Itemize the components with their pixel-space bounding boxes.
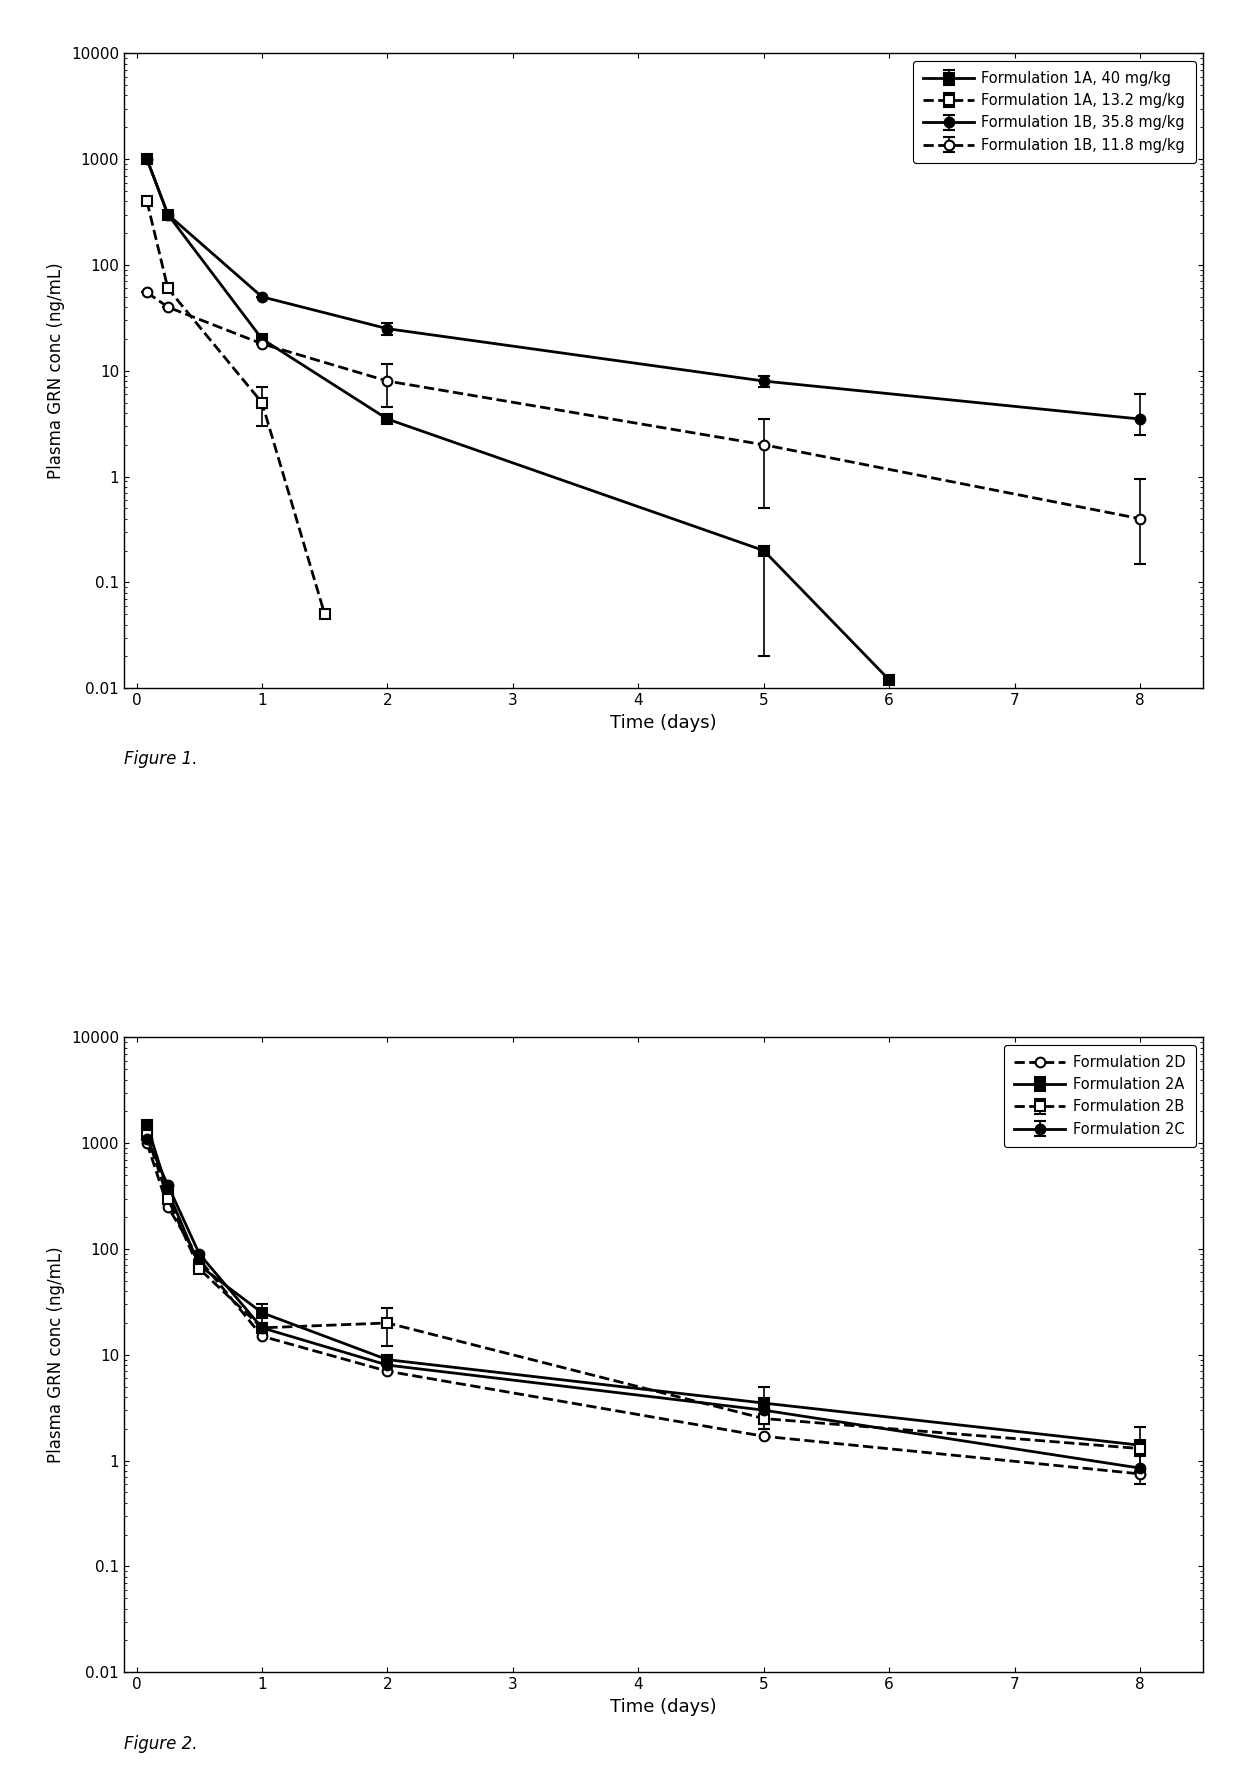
Formulation 2D [160, 1195, 175, 1217]
Formulation 2D [1132, 1462, 1147, 1484]
Formulation 2D [756, 1425, 771, 1446]
Text: Figure 1.: Figure 1. [124, 751, 197, 769]
Formulation 2D [379, 1361, 394, 1382]
Y-axis label: Plasma GRN conc (ng/mL): Plasma GRN conc (ng/mL) [47, 1247, 66, 1462]
Line: Formulation 2D: Formulation 2D [143, 1139, 1145, 1478]
Legend: Formulation 2D, Formulation 2A, Formulation 2B, Formulation 2C: Formulation 2D, Formulation 2A, Formulat… [1004, 1044, 1195, 1147]
Formulation 2D [140, 1133, 155, 1155]
Y-axis label: Plasma GRN conc (ng/mL): Plasma GRN conc (ng/mL) [47, 263, 66, 479]
Formulation 2D [192, 1249, 207, 1270]
X-axis label: Time (days): Time (days) [610, 713, 717, 731]
X-axis label: Time (days): Time (days) [610, 1697, 717, 1715]
Text: Figure 2.: Figure 2. [124, 1735, 197, 1752]
Legend: Formulation 1A, 40 mg/kg, Formulation 1A, 13.2 mg/kg, Formulation 1B, 35.8 mg/kg: Formulation 1A, 40 mg/kg, Formulation 1A… [913, 60, 1195, 164]
Formulation 2D [254, 1325, 269, 1347]
